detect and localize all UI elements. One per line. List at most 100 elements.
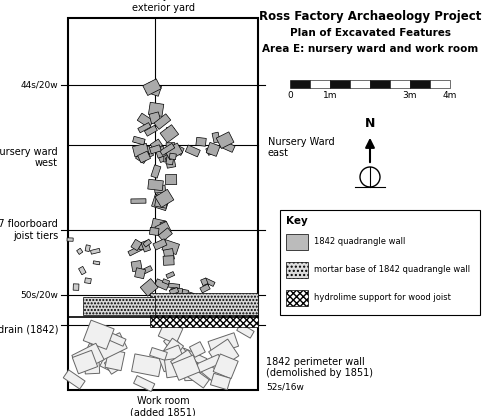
Text: Plan of Excavated Features: Plan of Excavated Features xyxy=(289,28,450,38)
Polygon shape xyxy=(91,248,100,254)
Polygon shape xyxy=(160,125,179,143)
Bar xyxy=(286,262,308,278)
Polygon shape xyxy=(202,280,210,286)
Polygon shape xyxy=(160,338,184,363)
Polygon shape xyxy=(182,289,188,296)
Polygon shape xyxy=(181,348,207,365)
Polygon shape xyxy=(182,364,209,388)
Polygon shape xyxy=(151,194,169,210)
Polygon shape xyxy=(151,218,166,231)
Text: Ross Factory Archaeology Project: Ross Factory Archaeology Project xyxy=(259,10,481,23)
Bar xyxy=(330,80,350,88)
Polygon shape xyxy=(148,179,163,191)
Polygon shape xyxy=(138,123,151,133)
Polygon shape xyxy=(145,125,157,136)
Polygon shape xyxy=(140,279,158,296)
Polygon shape xyxy=(166,174,177,185)
Bar xyxy=(410,80,430,88)
Text: Key: Key xyxy=(286,216,308,226)
Polygon shape xyxy=(143,79,161,96)
Polygon shape xyxy=(165,358,181,378)
Polygon shape xyxy=(151,165,161,178)
Polygon shape xyxy=(100,348,122,373)
Polygon shape xyxy=(213,354,238,379)
Polygon shape xyxy=(220,141,235,152)
Polygon shape xyxy=(196,137,206,146)
Bar xyxy=(290,80,310,88)
Polygon shape xyxy=(63,370,85,389)
Polygon shape xyxy=(150,227,159,235)
Text: 1m: 1m xyxy=(323,91,337,100)
Polygon shape xyxy=(208,333,239,355)
Polygon shape xyxy=(166,128,174,134)
Polygon shape xyxy=(143,266,152,274)
Polygon shape xyxy=(83,320,114,349)
Polygon shape xyxy=(216,132,234,149)
Polygon shape xyxy=(206,142,220,156)
Text: drain (1842): drain (1842) xyxy=(0,325,58,335)
Polygon shape xyxy=(132,136,145,145)
Polygon shape xyxy=(201,278,208,286)
Polygon shape xyxy=(165,143,183,160)
Polygon shape xyxy=(174,145,184,156)
Text: 4m: 4m xyxy=(443,91,457,100)
Polygon shape xyxy=(143,239,151,247)
Polygon shape xyxy=(194,354,222,373)
Polygon shape xyxy=(153,239,167,250)
Bar xyxy=(430,80,450,88)
Polygon shape xyxy=(67,238,73,241)
Polygon shape xyxy=(160,144,175,156)
Text: 1842 quadrangle wall: 1842 quadrangle wall xyxy=(314,238,405,247)
Polygon shape xyxy=(164,334,186,359)
Polygon shape xyxy=(89,334,109,349)
Polygon shape xyxy=(83,344,101,362)
Polygon shape xyxy=(95,333,127,360)
Polygon shape xyxy=(139,244,149,250)
Text: 0: 0 xyxy=(287,91,293,100)
Polygon shape xyxy=(237,324,254,338)
Bar xyxy=(68,18,258,390)
Bar xyxy=(370,80,390,88)
Polygon shape xyxy=(162,240,180,255)
Polygon shape xyxy=(104,357,121,374)
Bar xyxy=(286,234,308,250)
Polygon shape xyxy=(132,143,149,157)
Polygon shape xyxy=(158,228,172,241)
Polygon shape xyxy=(166,155,174,165)
Polygon shape xyxy=(131,199,146,203)
Polygon shape xyxy=(150,139,163,151)
Polygon shape xyxy=(160,221,168,228)
FancyBboxPatch shape xyxy=(280,210,480,315)
Polygon shape xyxy=(155,189,174,208)
Polygon shape xyxy=(73,284,79,290)
Text: Work room
(added 1851): Work room (added 1851) xyxy=(130,396,196,416)
Bar xyxy=(350,80,370,88)
Polygon shape xyxy=(135,149,150,163)
Polygon shape xyxy=(170,350,198,376)
Text: Nursery Ward
east: Nursery Ward east xyxy=(268,137,335,158)
Text: 3m: 3m xyxy=(403,91,417,100)
Text: 44s/20w: 44s/20w xyxy=(20,81,58,89)
Polygon shape xyxy=(137,113,153,128)
Polygon shape xyxy=(85,245,91,252)
Polygon shape xyxy=(212,132,220,143)
Polygon shape xyxy=(200,284,210,293)
Polygon shape xyxy=(103,331,126,346)
Polygon shape xyxy=(76,248,83,255)
Polygon shape xyxy=(201,363,223,384)
Polygon shape xyxy=(140,146,153,160)
Polygon shape xyxy=(131,239,142,251)
Text: Area E: nursery ward and work room: Area E: nursery ward and work room xyxy=(262,44,478,54)
Polygon shape xyxy=(169,287,179,295)
Polygon shape xyxy=(186,145,200,157)
Polygon shape xyxy=(146,82,162,96)
Text: hydrolime support for wood joist: hydrolime support for wood joist xyxy=(314,294,451,302)
Bar xyxy=(310,80,330,88)
Text: 50s/20w: 50s/20w xyxy=(20,290,58,300)
Polygon shape xyxy=(128,245,143,256)
Polygon shape xyxy=(78,266,86,275)
Polygon shape xyxy=(72,343,104,372)
Polygon shape xyxy=(85,278,92,284)
Text: N: N xyxy=(365,117,375,130)
Polygon shape xyxy=(157,345,186,372)
